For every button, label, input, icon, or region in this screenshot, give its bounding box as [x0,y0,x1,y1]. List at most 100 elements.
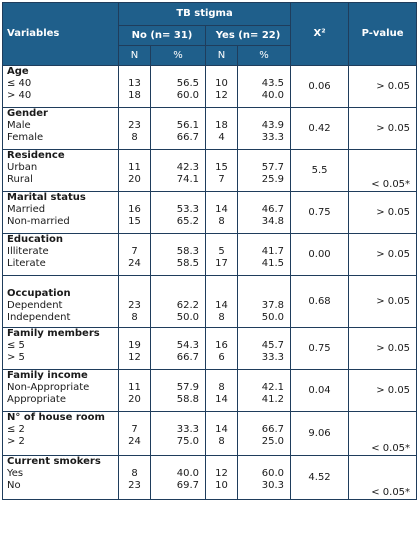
p-value-cell: > 0.05 [348,275,418,328]
value: 20 [128,394,141,405]
yes-pct-cell: 57.7 25.9 [236,149,292,192]
yes-pct-cell: 43.5 40.0 [236,65,292,108]
table-body: Age ≤ 40 > 40 13 18 56.5 60.0 10 12 43.5 40.0 0.06 >… [2,65,418,500]
header-yes-n: N [205,45,238,66]
variable-title: Current smokers [7,456,101,468]
yes-n-cell: 14 8 [205,411,238,456]
value: 66.7 [176,132,199,143]
value: 6 [218,352,225,363]
value: 50.0 [176,312,199,323]
value: 62.2 [176,300,199,311]
value: 18 [128,90,141,101]
value: 16 [128,204,141,215]
value: 8 [131,312,138,323]
value: 14 [215,300,228,311]
p-value-cell: > 0.05 [348,191,418,234]
value: 41.7 [261,246,285,257]
category-label: Male [7,120,31,131]
yes-n-cell: 16 6 [205,327,238,370]
yes-n-cell: 5 17 [205,233,238,276]
variable-cell: Education Illiterate Literate [2,233,119,276]
no-pct-cell: 33.3 75.0 [150,411,206,456]
value: 43.5 [261,78,285,89]
no-n-cell: 23 8 [118,107,151,150]
value: 8 [131,468,138,479]
variable-cell: Current smokers Yes No [2,455,119,500]
variable-cell: Occupation Dependent Independent [2,275,119,328]
value: 65.2 [176,216,199,227]
chi-square-cell: 9.06 [290,411,350,456]
value: 66.7 [261,424,285,435]
value: 16 [215,340,228,351]
value: 13 [128,78,141,89]
variable-title: Gender [7,108,48,120]
value: 23 [128,300,141,311]
category-label: > 40 [7,90,32,101]
yes-pct-cell: 43.9 33.3 [236,107,292,150]
no-pct-cell: 56.5 60.0 [150,65,206,108]
variable-title: Education [7,234,63,246]
category-label: Dependent [7,300,63,311]
no-n-cell: 23 8 [118,275,151,328]
value: 8 [218,216,225,227]
category-label: > 5 [7,352,25,363]
chi-square-cell: 0.06 [290,65,350,108]
category-label: Illiterate [7,246,49,257]
category-label: Appropriate [7,394,66,405]
no-n-cell: 16 15 [118,191,151,234]
table-row: Current smokers Yes No 8 23 40.0 69.7 12 10 60.0 3… [2,455,418,500]
value: 56.5 [176,78,199,89]
variable-cell: Age ≤ 40 > 40 [2,65,119,108]
value: 7 [218,174,225,185]
p-value-cell: > 0.05 [348,369,418,412]
value: 8 [218,436,225,447]
value: 40.0 [261,90,285,101]
variable-cell: Gender Male Female [2,107,119,150]
table-row: Residence Urban Rural 11 20 42.3 74.1 15 7 57.7 25… [2,149,418,192]
chi-square-cell: 0.00 [290,233,350,276]
header-no-n: N [118,45,151,66]
header-yes-group: Yes (n= 22) [204,25,292,46]
value: 8 [131,132,138,143]
chi-square-cell: 0.42 [290,107,350,150]
category-label: Married [7,204,46,215]
p-value-cell: > 0.05 [348,107,418,150]
yes-pct-cell: 42.1 41.2 [236,369,292,412]
value: 60.0 [176,90,199,101]
value: 12 [128,352,141,363]
chi-square-cell: 0.68 [290,275,350,328]
category-label: Rural [7,174,33,185]
value: 14 [215,204,228,215]
no-n-cell: 7 24 [118,233,151,276]
p-value-cell: > 0.05 [348,65,418,108]
no-pct-cell: 62.2 50.0 [150,275,206,328]
value: 12 [215,90,228,101]
value: 42.3 [176,162,199,173]
value: 10 [215,78,228,89]
value: 18 [215,120,228,131]
value: 75.0 [176,436,199,447]
no-n-cell: 19 12 [118,327,151,370]
category-label: No [7,480,21,491]
value: 66.7 [176,352,199,363]
value: 24 [128,436,141,447]
no-pct-cell: 58.3 58.5 [150,233,206,276]
category-label: Urban [7,162,38,173]
yes-n-cell: 15 7 [205,149,238,192]
table-row: Education Illiterate Literate 7 24 58.3 58.5 5 1… [2,233,418,276]
value: 33.3 [261,352,285,363]
yes-pct-cell: 41.7 41.5 [236,233,292,276]
table-row: Gender Male Female 23 8 56.1 66.7 18 4 43.9 33.3 0.… [2,107,418,150]
value: 53.3 [176,204,199,215]
value: 69.7 [176,480,199,491]
variable-title: Family members [7,328,100,340]
value: 41.5 [261,258,285,269]
chi-square-cell: 5.5 [290,149,350,192]
value: 33.3 [261,132,285,143]
variable-cell: Marital status Married Non-married [2,191,119,234]
variable-cell: Family income Non-Appropriate Appropriate [2,369,119,412]
p-value-cell: < 0.05* [348,455,418,500]
yes-n-cell: 8 14 [205,369,238,412]
p-value-cell: > 0.05 [348,327,418,370]
no-n-cell: 11 20 [118,149,151,192]
